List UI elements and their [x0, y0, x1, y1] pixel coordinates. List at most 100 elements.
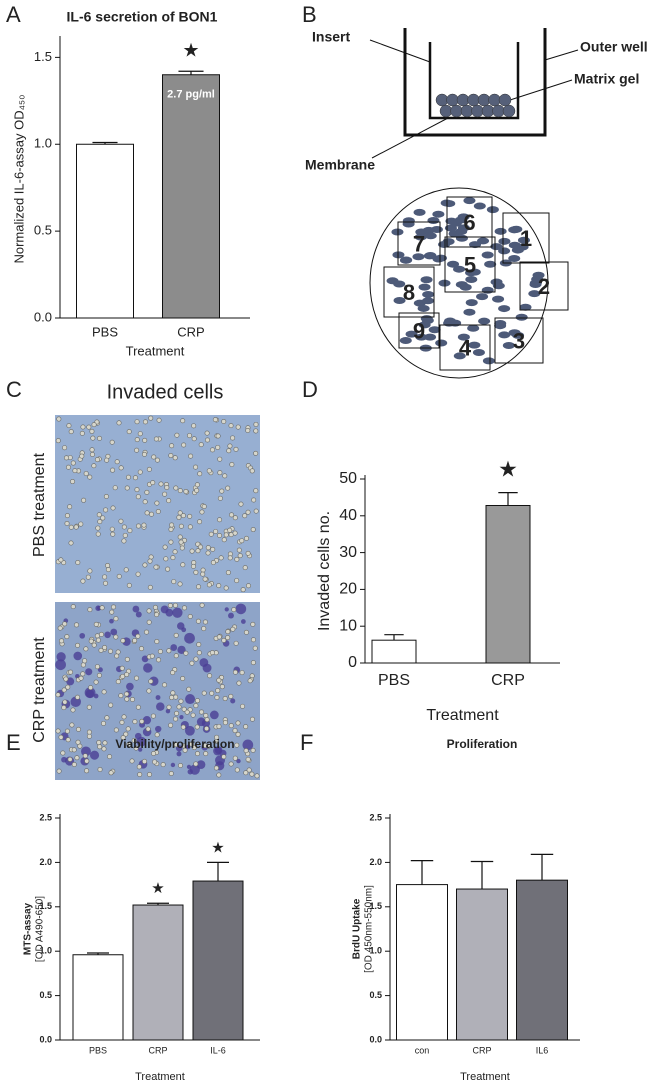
- stained-cell: [170, 644, 178, 651]
- cell: [232, 669, 238, 675]
- cell: [221, 419, 227, 425]
- cell: [249, 771, 255, 777]
- cell: [154, 457, 160, 463]
- cell: [105, 562, 111, 568]
- cell: [189, 741, 195, 747]
- cell: [151, 454, 157, 460]
- bar: [485, 504, 531, 664]
- stained-cell: [177, 645, 186, 654]
- cell: [181, 442, 187, 448]
- cell: [118, 693, 124, 699]
- micrograph-title: Invaded cells: [107, 381, 224, 403]
- outer-well: [403, 28, 547, 137]
- cell: [236, 547, 242, 553]
- cell: [186, 433, 192, 439]
- cell: [62, 621, 68, 627]
- transwell-diagram: [369, 28, 579, 159]
- membrane-cell: [472, 349, 485, 357]
- cell: [121, 714, 127, 720]
- cell: [148, 554, 154, 560]
- cell: [102, 574, 108, 580]
- y-tick-label: 0.0: [34, 309, 52, 324]
- cell: [127, 528, 133, 534]
- stained-cell: [176, 622, 185, 630]
- cell: [119, 719, 125, 725]
- cell: [64, 634, 70, 640]
- y-tick-label: 2.0: [39, 857, 52, 867]
- cell: [191, 436, 197, 442]
- cell: [137, 469, 143, 475]
- cell: [216, 634, 222, 640]
- cell: [78, 521, 84, 527]
- cell: [229, 462, 235, 468]
- field-box: [446, 196, 493, 248]
- cell: [252, 645, 258, 651]
- cell: [225, 485, 231, 491]
- membrane-cell: [412, 253, 425, 261]
- cell: [113, 616, 119, 622]
- stained-cell: [89, 750, 100, 760]
- cell: [64, 728, 70, 734]
- cell: [204, 717, 210, 723]
- cell: [134, 447, 140, 453]
- cell: [94, 457, 100, 463]
- cell: [228, 723, 234, 729]
- panel-label: B: [302, 2, 317, 27]
- cell: [210, 546, 216, 552]
- cell: [146, 466, 152, 472]
- cell: [120, 673, 126, 679]
- cell: [247, 678, 253, 684]
- y-tick-label: 0.0: [39, 1034, 52, 1044]
- cell: [173, 485, 179, 491]
- stained-cell: [184, 725, 195, 736]
- cell: [190, 712, 196, 718]
- membrane-cell: [498, 305, 511, 313]
- cell: [214, 695, 220, 701]
- cell: [114, 653, 120, 659]
- cell: [145, 726, 151, 732]
- cell: [181, 706, 187, 712]
- cell: [115, 679, 121, 685]
- cell: [121, 524, 127, 530]
- cell: [218, 555, 224, 561]
- cell: [98, 631, 104, 637]
- membrane-cell: [405, 330, 418, 338]
- cell: [206, 582, 212, 588]
- membrane-cell: [459, 283, 472, 291]
- cell: [111, 604, 117, 610]
- cell: [171, 579, 177, 585]
- cell: [166, 704, 172, 710]
- cell: [135, 704, 141, 710]
- membrane-cell: [498, 331, 511, 339]
- stained-cell: [186, 764, 192, 769]
- stained-cell: [73, 651, 83, 661]
- membrane-cell: [418, 321, 431, 329]
- field-number: 3: [513, 328, 525, 353]
- cell: [110, 467, 116, 473]
- cell: [91, 422, 97, 428]
- cell: [67, 504, 73, 510]
- cell: [65, 464, 71, 470]
- cell: [62, 699, 68, 705]
- cell: [229, 512, 235, 518]
- cell: [253, 428, 259, 434]
- cell: [169, 695, 175, 701]
- membrane-cell: [457, 213, 470, 221]
- bar-annotation: 2.7 pg/ml: [167, 89, 215, 101]
- gel-cell: [471, 104, 484, 118]
- cell: [177, 510, 183, 516]
- cell: [194, 487, 200, 493]
- cell: [64, 513, 70, 519]
- cell: [200, 571, 206, 577]
- cell: [215, 444, 221, 450]
- cell: [154, 612, 160, 618]
- cell: [107, 754, 113, 760]
- cell: [80, 662, 86, 668]
- membrane-cell: [424, 251, 437, 259]
- stained-cell: [110, 628, 118, 636]
- cell: [177, 534, 183, 540]
- x-tick-label: CRP: [148, 1045, 167, 1055]
- cell: [123, 567, 129, 573]
- cell: [162, 491, 168, 497]
